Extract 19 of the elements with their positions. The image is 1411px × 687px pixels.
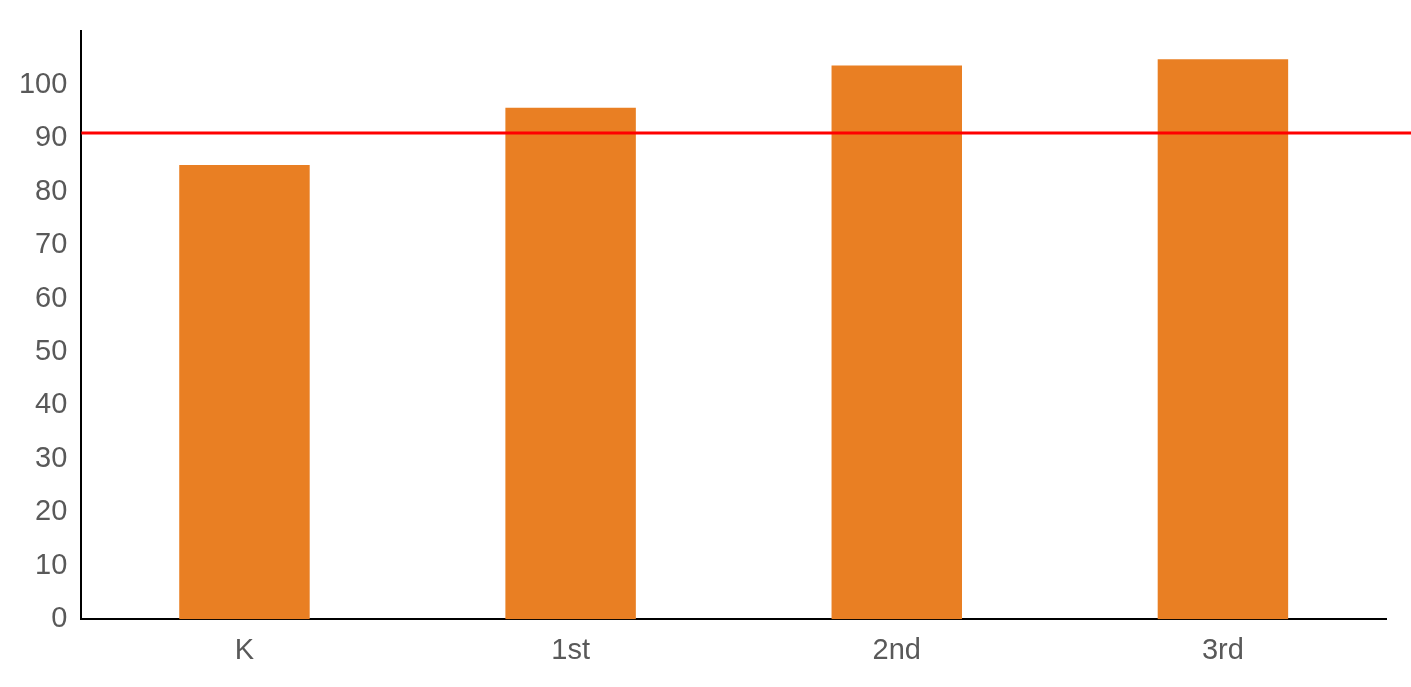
y-tick-label: 100 bbox=[18, 66, 68, 99]
bar bbox=[179, 164, 310, 620]
y-tick-label: 60 bbox=[35, 280, 68, 313]
y-tick-label: 30 bbox=[35, 440, 68, 473]
y-tick-label: 0 bbox=[51, 601, 68, 634]
bar bbox=[831, 65, 962, 620]
x-tick-label: 1st bbox=[551, 632, 590, 665]
y-tick-label: 90 bbox=[35, 120, 68, 153]
y-tick-label: 50 bbox=[35, 334, 68, 367]
y-tick-label: 20 bbox=[35, 494, 68, 527]
y-tick-label: 80 bbox=[35, 173, 68, 206]
bar bbox=[505, 107, 636, 620]
y-tick-label: 10 bbox=[35, 547, 68, 580]
x-tick-label: 2nd bbox=[872, 632, 921, 665]
y-tick-label: 70 bbox=[35, 227, 68, 260]
x-tick-label: 3rd bbox=[1201, 632, 1244, 665]
y-tick-label: 40 bbox=[35, 387, 68, 420]
bar bbox=[1157, 59, 1289, 620]
x-tick-label: K bbox=[234, 632, 255, 665]
